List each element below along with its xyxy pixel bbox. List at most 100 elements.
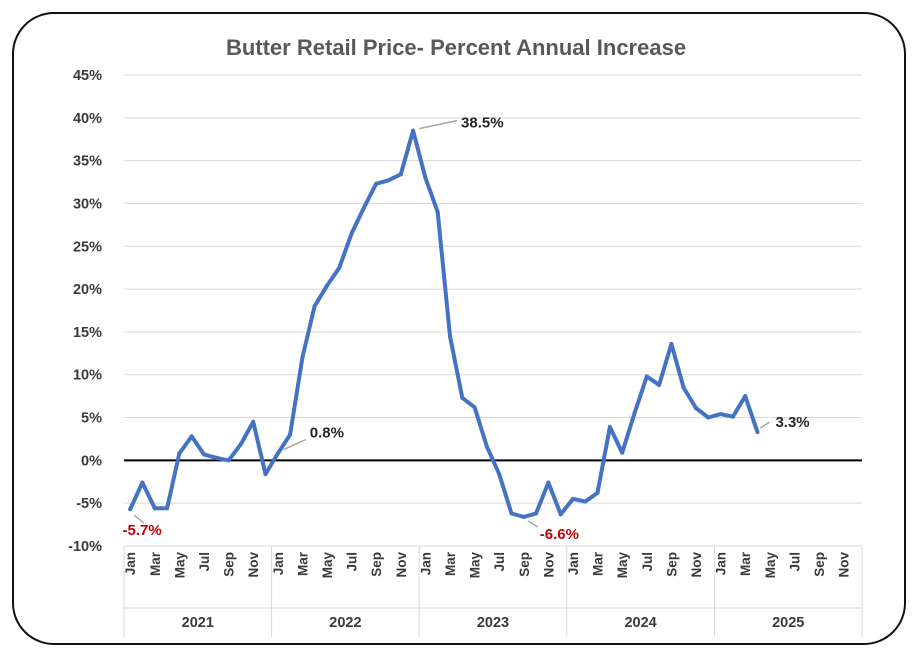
data-point bbox=[595, 490, 600, 495]
data-point bbox=[398, 172, 403, 177]
data-point bbox=[472, 405, 477, 410]
x-tick-label: Jan bbox=[566, 552, 581, 575]
year-label: 2022 bbox=[329, 615, 361, 631]
data-point bbox=[509, 511, 514, 516]
data-point bbox=[374, 181, 379, 186]
year-label: 2025 bbox=[772, 615, 804, 631]
data-point bbox=[189, 434, 194, 439]
data-label: -6.6% bbox=[540, 526, 579, 543]
x-tick-label: Jul bbox=[787, 552, 802, 572]
x-tick-label: Nov bbox=[246, 552, 261, 578]
data-point bbox=[546, 480, 551, 485]
x-tick-label: May bbox=[172, 552, 187, 579]
data-point bbox=[620, 450, 625, 455]
data-point bbox=[201, 452, 206, 457]
data-point bbox=[337, 265, 342, 270]
data-point bbox=[288, 432, 293, 437]
x-tick-label: Nov bbox=[394, 552, 409, 578]
y-tick-label: 30% bbox=[73, 196, 102, 212]
data-label: 3.3% bbox=[775, 414, 809, 431]
data-point bbox=[558, 512, 563, 517]
data-point bbox=[534, 511, 539, 516]
x-tick-label: Mar bbox=[295, 551, 310, 576]
data-point bbox=[128, 507, 133, 512]
x-axis: Jan Mar May Jul Sep Nov 2021 Jan Mar May Jul Sep Nov… bbox=[123, 546, 863, 637]
x-tick-label: Mar bbox=[443, 551, 458, 576]
series-line bbox=[128, 128, 760, 519]
x-tick-label: May bbox=[320, 552, 335, 579]
data-point bbox=[386, 178, 391, 183]
y-tick-label: 15% bbox=[73, 325, 102, 341]
data-point bbox=[263, 472, 268, 477]
data-point bbox=[743, 394, 748, 399]
data-point bbox=[447, 334, 452, 339]
data-point bbox=[607, 424, 612, 429]
data-point bbox=[214, 455, 219, 460]
data-label: 0.8% bbox=[310, 425, 344, 442]
data-point bbox=[140, 480, 145, 485]
x-tick-label: May bbox=[763, 552, 778, 579]
data-point bbox=[755, 430, 760, 435]
x-tick-label: Mar bbox=[738, 551, 753, 576]
annotation-leader bbox=[527, 520, 539, 528]
y-tick-label: 0% bbox=[81, 453, 102, 469]
x-tick-label: Mar bbox=[148, 551, 163, 576]
y-tick-label: 40% bbox=[73, 111, 102, 127]
data-point bbox=[349, 231, 354, 236]
data-point bbox=[460, 395, 465, 400]
x-tick-label: May bbox=[468, 552, 483, 579]
x-tick-label: Jul bbox=[492, 552, 507, 572]
data-point bbox=[644, 374, 649, 379]
x-tick-label: Jul bbox=[197, 552, 212, 572]
x-tick-label: Sep bbox=[517, 552, 532, 577]
chart-title: Butter Retail Price- Percent Annual Incr… bbox=[226, 35, 686, 60]
annotation-leader bbox=[133, 514, 145, 524]
x-tick-label: Jul bbox=[640, 552, 655, 572]
year-label: 2023 bbox=[477, 615, 509, 631]
x-tick-label: Mar bbox=[591, 551, 606, 576]
data-point bbox=[275, 451, 280, 456]
x-tick-label: Nov bbox=[541, 552, 556, 578]
data-point bbox=[411, 128, 416, 133]
data-point bbox=[693, 406, 698, 411]
y-tick-label: 25% bbox=[73, 239, 102, 255]
x-tick-label: Sep bbox=[812, 552, 827, 577]
x-tick-label: May bbox=[615, 552, 630, 579]
annotation-leader bbox=[760, 421, 770, 429]
x-tick-label: Sep bbox=[222, 552, 237, 577]
data-point bbox=[570, 496, 575, 501]
x-tick-label: Jan bbox=[123, 552, 138, 575]
y-tick-label: 45% bbox=[73, 68, 102, 84]
x-tick-label: Jan bbox=[418, 552, 433, 575]
x-tick-label: Nov bbox=[837, 552, 852, 578]
data-labels: -5.7% 0.8% 38.5% -6.6% 3.3% bbox=[123, 115, 810, 543]
data-point bbox=[484, 444, 489, 449]
data-point bbox=[718, 412, 723, 417]
x-tick-label: Jan bbox=[271, 552, 286, 575]
series-group bbox=[128, 128, 760, 519]
year-label: 2024 bbox=[624, 615, 656, 631]
y-tick-label: 20% bbox=[73, 282, 102, 298]
data-point bbox=[706, 415, 711, 420]
x-tick-label: Sep bbox=[664, 552, 679, 577]
year-label: 2021 bbox=[182, 615, 214, 631]
y-tick-label: 10% bbox=[73, 368, 102, 384]
data-label: 38.5% bbox=[461, 115, 504, 132]
data-point bbox=[238, 442, 243, 447]
x-tick-label: Jan bbox=[714, 552, 729, 575]
data-point bbox=[657, 383, 662, 388]
data-label: -5.7% bbox=[123, 522, 162, 539]
data-point bbox=[312, 304, 317, 309]
annotation-leader bbox=[418, 119, 458, 130]
data-point bbox=[152, 506, 157, 511]
data-point bbox=[730, 414, 735, 419]
data-point bbox=[251, 419, 256, 424]
x-tick-label: Nov bbox=[689, 552, 704, 578]
data-point bbox=[435, 210, 440, 215]
y-tick-label: -10% bbox=[68, 539, 102, 555]
y-tick-label: -5% bbox=[76, 496, 102, 512]
data-point bbox=[521, 514, 526, 519]
data-point bbox=[669, 341, 674, 346]
data-point bbox=[177, 451, 182, 456]
